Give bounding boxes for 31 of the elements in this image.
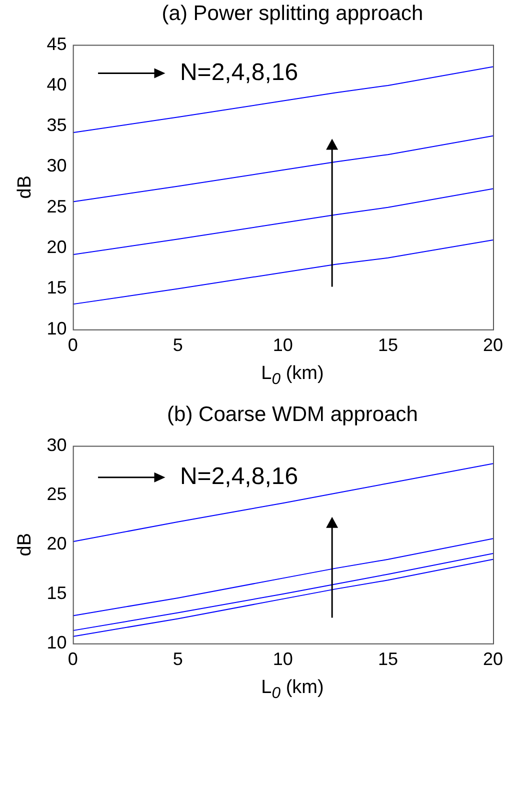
annotation: N=2,4,8,16 bbox=[180, 463, 298, 490]
x-tick-label: 20 bbox=[482, 649, 504, 670]
x-tick-label: 15 bbox=[378, 335, 398, 356]
y-tick-label: 25 bbox=[46, 484, 67, 504]
y-tick-label: 15 bbox=[46, 278, 67, 298]
y-tick-label: 25 bbox=[46, 196, 67, 216]
y-tick-label: 15 bbox=[46, 582, 67, 603]
x-tick-label: 0 bbox=[68, 649, 78, 670]
x-tick-label: 15 bbox=[378, 649, 398, 670]
x-axis-title: L$_{0}$ (km) bbox=[260, 677, 325, 704]
annotation: N=2,4,8,16 bbox=[180, 58, 298, 86]
y-tick-label: 20 bbox=[46, 534, 67, 554]
y-tick-label: 10 bbox=[46, 318, 67, 338]
x-tick-label: 0 bbox=[68, 335, 78, 356]
x-axis-title: L$_{0}$ (km) bbox=[260, 363, 325, 390]
y-tick-label: 40 bbox=[46, 74, 67, 94]
chart-title: (a) Power splitting approach bbox=[160, 1, 424, 27]
y-tick-label: 10 bbox=[46, 632, 67, 652]
x-tick-label: 10 bbox=[272, 335, 293, 356]
chart-title: (b) Coarse WDM approach bbox=[166, 402, 419, 428]
x-tick-label: 5 bbox=[172, 335, 183, 356]
y-axis-title: dB bbox=[14, 175, 36, 199]
y-axis-title: dB bbox=[14, 532, 36, 556]
y-tick-label: 30 bbox=[46, 156, 67, 176]
y-tick-label: 30 bbox=[46, 434, 67, 455]
x-tick-label: 20 bbox=[482, 335, 504, 356]
x-tick-label: 10 bbox=[272, 649, 293, 670]
y-tick-label: 35 bbox=[46, 115, 67, 136]
x-tick-label: 5 bbox=[172, 649, 183, 670]
y-tick-label: 45 bbox=[46, 34, 67, 54]
y-tick-label: 20 bbox=[46, 237, 67, 258]
